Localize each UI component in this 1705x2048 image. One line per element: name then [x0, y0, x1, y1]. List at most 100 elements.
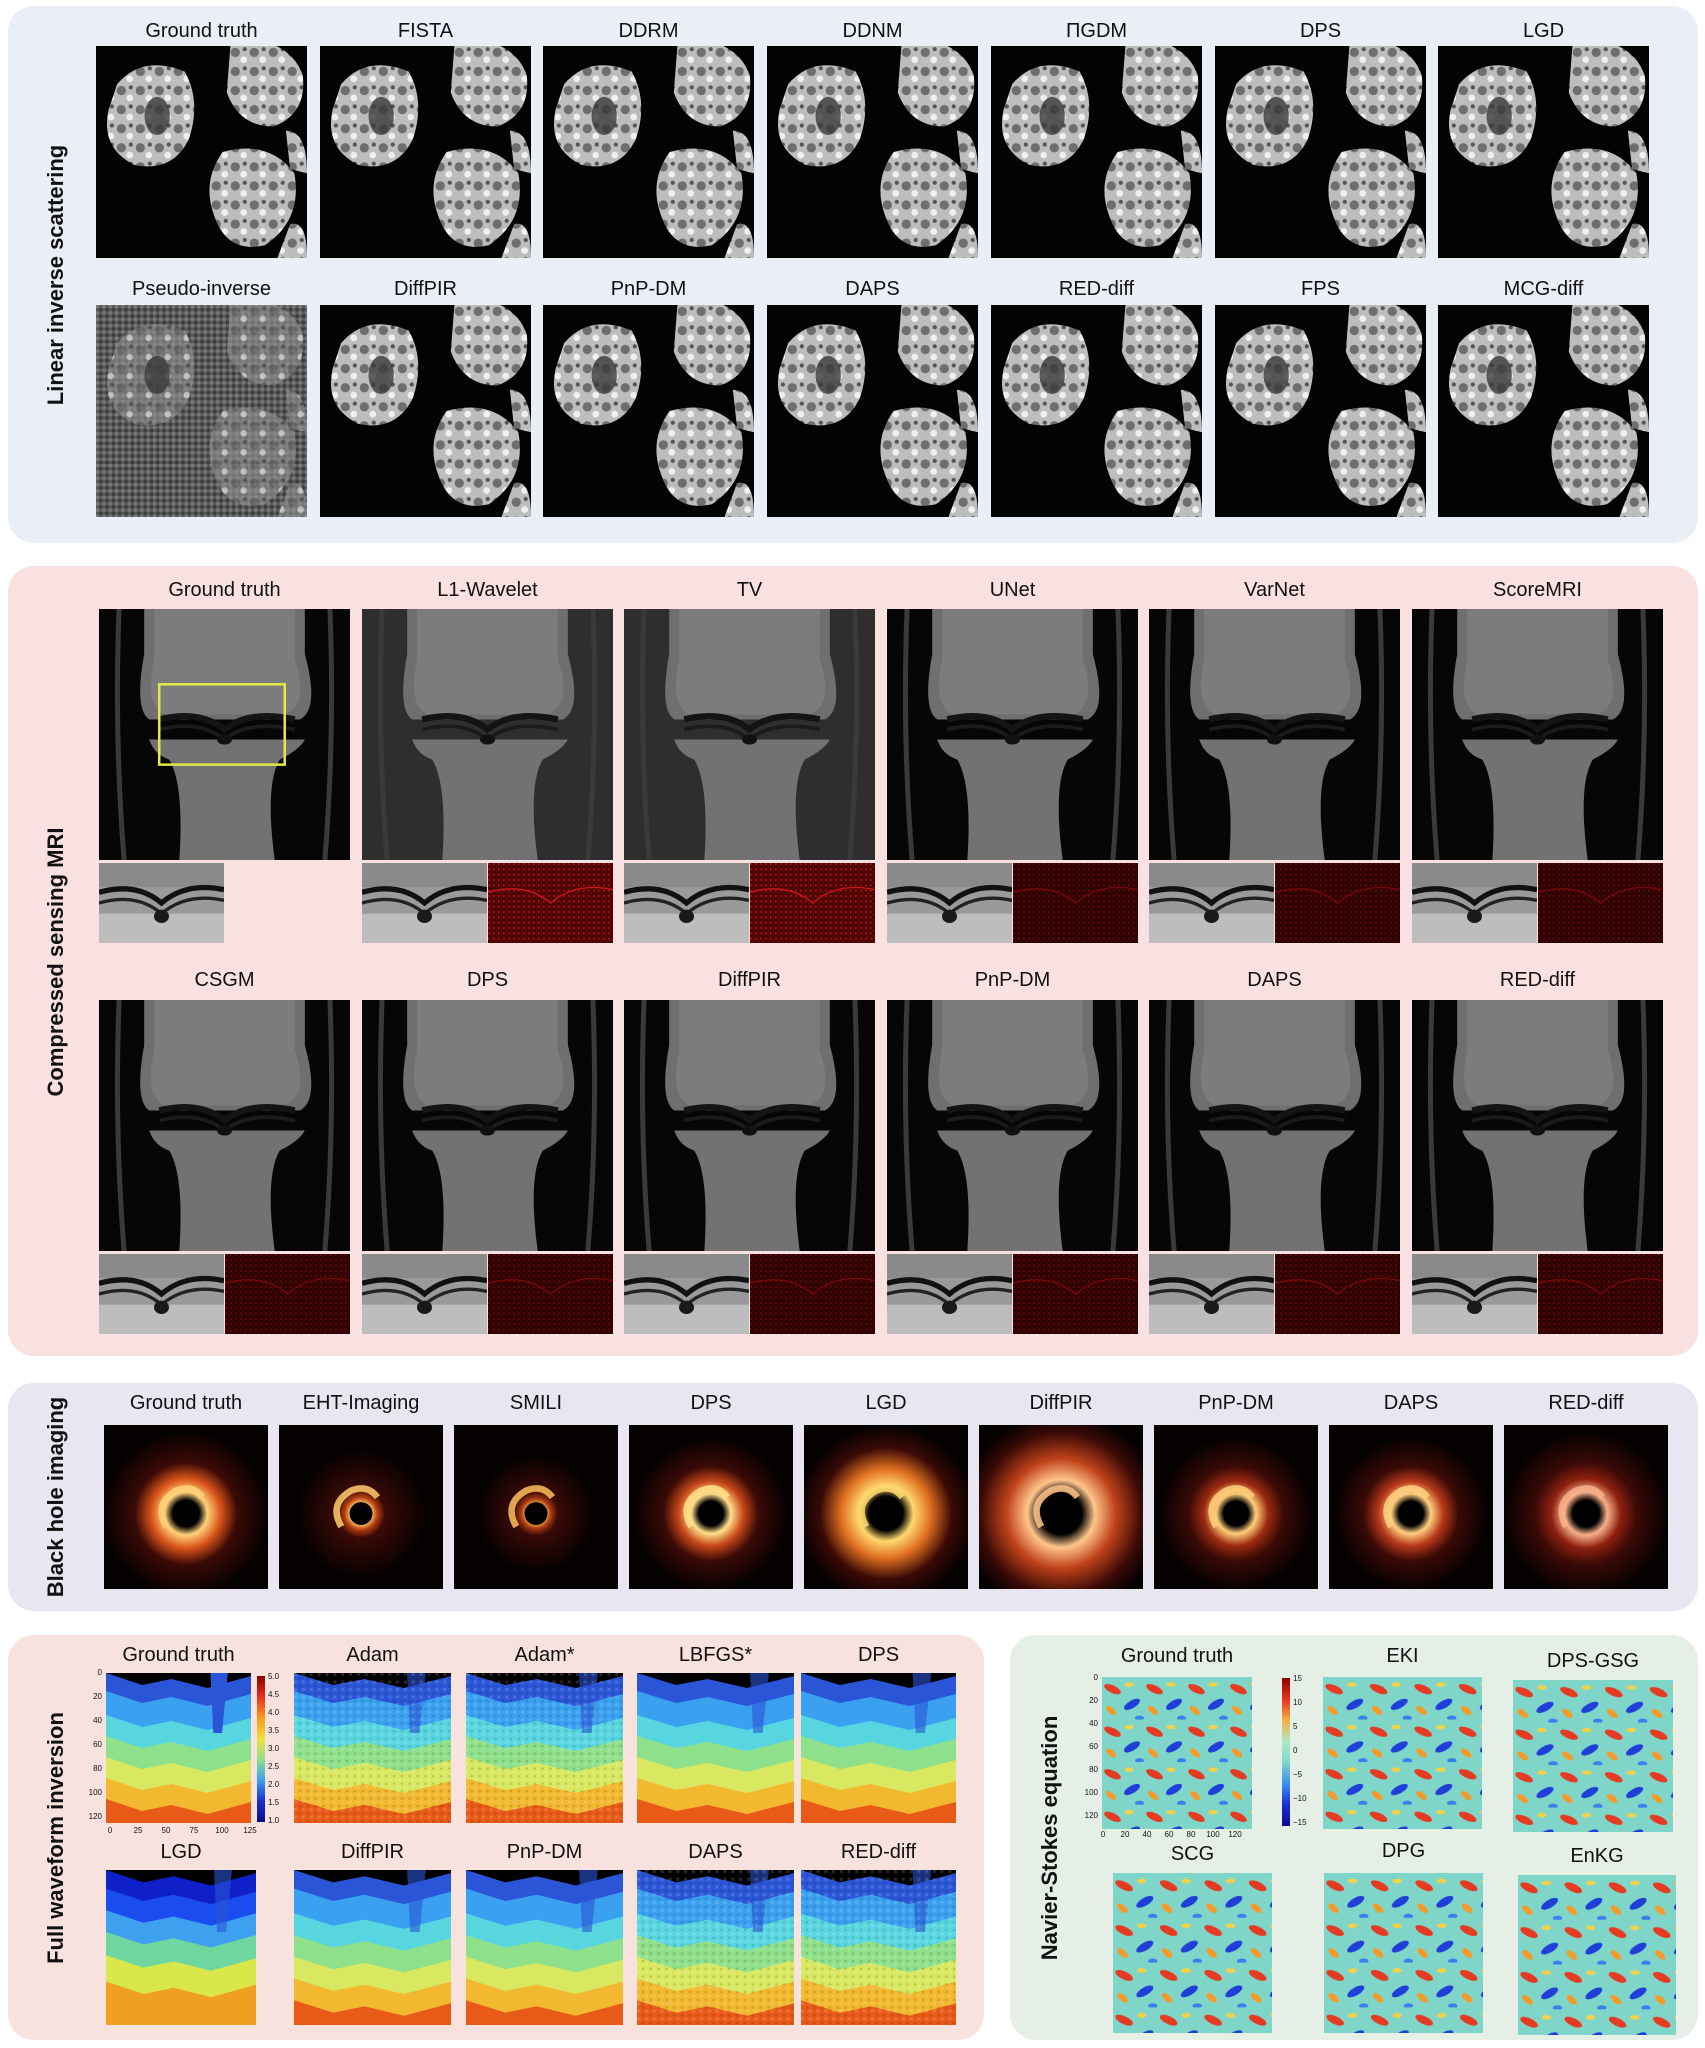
- ns-vorticity-field: [1324, 1873, 1483, 2033]
- ns-vorticity-field: [1518, 1875, 1676, 2035]
- ns-colorbar-tick: −15: [1293, 1818, 1315, 1827]
- fwi-colorbar-tick: 5.0: [268, 1672, 290, 1681]
- fwi-colorbar-tick: 3.0: [268, 1744, 290, 1753]
- mri-method-label: RED-diff: [1412, 969, 1663, 992]
- mri-error-map: [1013, 1254, 1138, 1334]
- fwi-y-tick: 100: [80, 1788, 102, 1797]
- ns-y-tick: 100: [1078, 1788, 1098, 1797]
- ns-method-label: DPS-GSG: [1503, 1650, 1683, 1673]
- fwi-x-tick: 100: [212, 1826, 232, 1835]
- blackhole-image: [979, 1425, 1143, 1589]
- mri-error-map: [1013, 863, 1138, 943]
- mri-error-map: [1275, 1254, 1400, 1334]
- fwi-colorbar-tick: 4.0: [268, 1708, 290, 1717]
- ns-vorticity-field: [1323, 1677, 1482, 1829]
- scattering-image: [1438, 46, 1649, 258]
- fwi-method-label: Adam*: [456, 1644, 633, 1667]
- mri-method-label: CSGM: [99, 969, 350, 992]
- blackhole-method-label: Ground truth: [96, 1392, 276, 1415]
- mri-reconstruction-image: [362, 609, 613, 860]
- blackhole-image: [1329, 1425, 1493, 1589]
- scattering-image: [767, 305, 978, 517]
- ns-y-tick: 120: [1078, 1811, 1098, 1820]
- fwi-method-label: DAPS: [627, 1841, 804, 1864]
- mri-method-label: TV: [624, 579, 875, 602]
- fwi-x-tick: 125: [240, 1826, 260, 1835]
- blackhole-image: [1504, 1425, 1668, 1589]
- scattering-method-label: DiffPIR: [320, 278, 531, 301]
- ns-x-tick: 100: [1204, 1830, 1222, 1839]
- fwi-y-tick: 60: [80, 1740, 102, 1749]
- mri-zoom-crop: [99, 1254, 224, 1334]
- fwi-method-label: Ground truth: [96, 1644, 261, 1667]
- scattering-image: [767, 46, 978, 258]
- mri-error-map: [750, 863, 875, 943]
- ns-vorticity-field: [1102, 1677, 1252, 1829]
- mri-method-label: DAPS: [1149, 969, 1400, 992]
- fwi-velocity-map: [106, 1870, 256, 2025]
- ns-colorbar-tick: −10: [1293, 1794, 1315, 1803]
- scattering-method-label: LGD: [1438, 20, 1649, 43]
- ns-vorticity-field: [1113, 1873, 1272, 2033]
- mri-reconstruction-image: [1149, 609, 1400, 860]
- ns-method-label: SCG: [1103, 1843, 1282, 1866]
- scattering-method-label: MCG-diff: [1438, 278, 1649, 301]
- fwi-velocity-map: [106, 1673, 251, 1823]
- mri-error-map: [488, 863, 613, 943]
- blackhole-image: [454, 1425, 618, 1589]
- fwi-velocity-map: [801, 1870, 956, 2025]
- fwi-velocity-map: [637, 1673, 794, 1823]
- fwi-x-tick: 50: [156, 1826, 176, 1835]
- blackhole-method-label: EHT-Imaging: [271, 1392, 451, 1415]
- fwi-colorbar-tick: 3.5: [268, 1726, 290, 1735]
- scattering-image: [1215, 305, 1426, 517]
- fwi-velocity-map: [637, 1870, 794, 2025]
- mri-reconstruction-image: [362, 1000, 613, 1251]
- fwi-x-tick: 25: [128, 1826, 148, 1835]
- mri-reconstruction-image: [99, 609, 350, 860]
- blackhole-image: [279, 1425, 443, 1589]
- fwi-colorbar-tick: 2.0: [268, 1780, 290, 1789]
- fwi-method-label: LGD: [96, 1841, 266, 1864]
- mri-zoom-crop: [1149, 863, 1274, 943]
- blackhole-method-label: SMILI: [446, 1392, 626, 1415]
- scattering-method-label: RED-diff: [991, 278, 1202, 301]
- blackhole-image: [804, 1425, 968, 1589]
- fwi-velocity-map: [294, 1870, 451, 2025]
- blackhole-image: [104, 1425, 268, 1589]
- mri-error-map: [750, 1254, 875, 1334]
- ns-method-label: EKI: [1313, 1645, 1492, 1668]
- ns-y-tick: 80: [1078, 1765, 1098, 1774]
- fwi-y-tick: 20: [80, 1692, 102, 1701]
- mri-method-label: PnP-DM: [887, 969, 1138, 992]
- mri-zoom-crop: [1149, 1254, 1274, 1334]
- mri-section-label: Compressed sensing MRI: [43, 828, 69, 1097]
- scattering-image: [96, 305, 307, 517]
- scattering-image: [543, 46, 754, 258]
- mri-reconstruction-image: [1149, 1000, 1400, 1251]
- mri-error-map: [225, 1254, 350, 1334]
- scattering-method-label: FISTA: [320, 20, 531, 43]
- ns-colorbar-tick: 15: [1293, 1674, 1315, 1683]
- fwi-colorbar: [257, 1676, 265, 1822]
- scattering-method-label: FPS: [1215, 278, 1426, 301]
- blackhole-section-label: Black hole imaging: [43, 1397, 69, 1598]
- mri-method-label: UNet: [887, 579, 1138, 602]
- mri-reconstruction-image: [99, 1000, 350, 1251]
- fwi-y-tick: 40: [80, 1716, 102, 1725]
- mri-error-map: [1275, 863, 1400, 943]
- fwi-velocity-map: [294, 1673, 451, 1823]
- fwi-colorbar-tick: 1.5: [268, 1798, 290, 1807]
- fwi-velocity-map: [801, 1673, 956, 1823]
- fwi-method-label: Adam: [284, 1644, 461, 1667]
- ns-x-tick: 40: [1138, 1830, 1156, 1839]
- scattering-method-label: DDNM: [767, 20, 978, 43]
- fwi-section-label: Full waveform inversion: [43, 1712, 69, 1964]
- fwi-y-tick: 120: [80, 1812, 102, 1821]
- blackhole-image: [629, 1425, 793, 1589]
- mri-error-map: [1538, 863, 1663, 943]
- mri-method-label: ScoreMRI: [1412, 579, 1663, 602]
- mri-reconstruction-image: [887, 1000, 1138, 1251]
- mri-method-label: DiffPIR: [624, 969, 875, 992]
- mri-zoom-crop: [624, 1254, 749, 1334]
